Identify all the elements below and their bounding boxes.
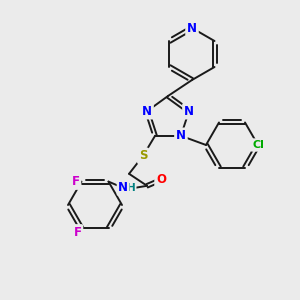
Text: N: N xyxy=(187,22,197,34)
Text: S: S xyxy=(139,149,147,162)
Text: N: N xyxy=(176,129,186,142)
Text: H: H xyxy=(127,183,135,193)
Text: O: O xyxy=(156,173,166,186)
Text: F: F xyxy=(74,226,82,239)
Text: N: N xyxy=(142,105,152,118)
Text: N: N xyxy=(184,105,194,118)
Text: F: F xyxy=(71,175,80,188)
Text: N: N xyxy=(118,181,128,194)
Text: Cl: Cl xyxy=(252,140,264,150)
